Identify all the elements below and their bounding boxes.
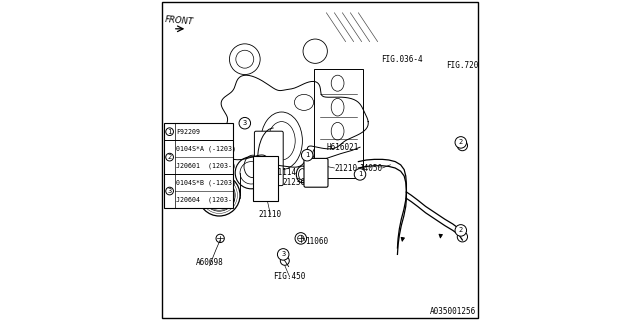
Text: FIG.720: FIG.720	[447, 61, 479, 70]
Text: H616021: H616021	[326, 143, 359, 152]
Circle shape	[455, 137, 467, 148]
Circle shape	[166, 187, 173, 195]
Text: 3: 3	[168, 188, 172, 194]
Text: FIG.036-4: FIG.036-4	[381, 55, 422, 64]
Text: 2: 2	[168, 154, 172, 160]
Text: 21151: 21151	[186, 186, 210, 195]
Circle shape	[355, 169, 366, 180]
Text: FIG.450: FIG.450	[273, 272, 306, 281]
Circle shape	[166, 128, 173, 136]
Text: FRONT: FRONT	[164, 15, 194, 27]
Text: 14050: 14050	[359, 164, 383, 172]
FancyBboxPatch shape	[254, 131, 283, 186]
Circle shape	[239, 117, 251, 129]
Text: 1: 1	[358, 172, 362, 177]
Text: 1: 1	[168, 129, 172, 135]
Text: 21110: 21110	[259, 210, 282, 219]
Text: 3: 3	[243, 120, 247, 126]
Circle shape	[278, 249, 289, 260]
Text: 11060: 11060	[306, 237, 329, 246]
Circle shape	[166, 153, 173, 161]
Text: J20601  (1203-): J20601 (1203-)	[177, 162, 236, 169]
Text: 2: 2	[459, 228, 463, 233]
Text: 21210: 21210	[334, 164, 358, 172]
Text: 2: 2	[459, 140, 463, 145]
FancyBboxPatch shape	[253, 156, 278, 201]
Text: 0104S*A (-1203): 0104S*A (-1203)	[177, 145, 236, 152]
Circle shape	[455, 225, 467, 236]
FancyBboxPatch shape	[164, 123, 233, 208]
Text: A035001256: A035001256	[430, 308, 476, 316]
Text: 1: 1	[305, 152, 309, 158]
Text: 3: 3	[281, 252, 285, 257]
FancyBboxPatch shape	[314, 69, 364, 178]
Text: 0104S*B (-1203): 0104S*B (-1203)	[177, 179, 236, 186]
FancyBboxPatch shape	[304, 158, 328, 187]
Text: 21236: 21236	[282, 178, 306, 187]
Text: A60698: A60698	[196, 258, 223, 267]
Circle shape	[301, 149, 313, 161]
Text: F92209: F92209	[177, 129, 200, 135]
Text: 21114: 21114	[274, 168, 297, 177]
Text: J20604  (1203-): J20604 (1203-)	[177, 196, 236, 203]
